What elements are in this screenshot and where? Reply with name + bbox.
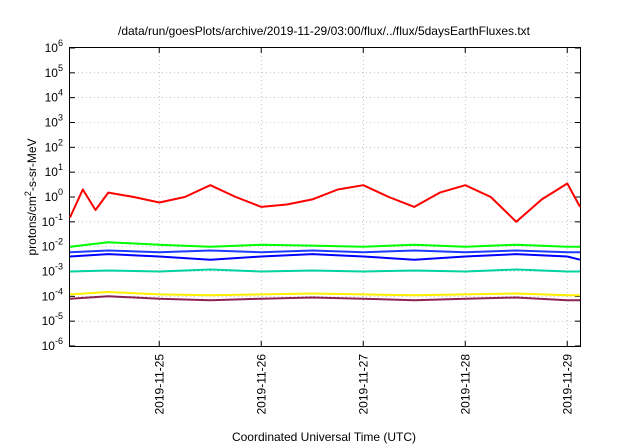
y-tick-exponent: 4 — [58, 88, 63, 98]
y-axis: 10-610-510-410-310-210-11001011021031041… — [42, 38, 580, 353]
series-line — [69, 268, 580, 273]
series-line — [69, 253, 581, 261]
y-tick-label: 106 — [45, 38, 63, 55]
y-tick-exponent: -2 — [55, 237, 63, 247]
y-tick-base: 10 — [42, 289, 56, 303]
y-tick-label: 105 — [45, 63, 63, 80]
y-tick-base: 10 — [42, 215, 56, 229]
y-tick-label: 100 — [45, 187, 63, 204]
y-tick-label: 101 — [45, 162, 63, 179]
y-tick-base: 10 — [42, 265, 56, 279]
y-tick-label: 10-3 — [42, 262, 63, 279]
series-line — [69, 291, 580, 297]
y-tick-label: 10-1 — [42, 212, 63, 229]
y-tick-base: 10 — [42, 314, 56, 328]
series-line — [69, 241, 580, 248]
y-tick-exponent: 6 — [58, 38, 63, 48]
x-axis: 2019-11-25 2019-11-26 2019-11-27 2019-11-28… — [152, 48, 574, 415]
y-axis-label-sup: 2 — [23, 191, 33, 196]
plot-area: 10-610-510-410-310-210-11001011021031041… — [42, 38, 581, 415]
y-tick-label: 104 — [45, 88, 63, 105]
y-tick-base: 10 — [42, 339, 56, 353]
y-tick-label: 10-2 — [42, 237, 63, 254]
x-tick-label: 2019-11-25 — [152, 354, 166, 415]
x-tick-label: 2019-11-29 — [560, 354, 574, 415]
y-tick-base: 10 — [45, 190, 59, 204]
series-group — [69, 182, 581, 302]
y-tick-exponent: 3 — [58, 113, 63, 123]
y-tick-base: 10 — [45, 140, 59, 154]
y-tick-exponent: -6 — [55, 336, 63, 346]
y-axis-label: protons/cm2-s-sr-MeV — [23, 138, 39, 255]
y-tick-base: 10 — [45, 91, 59, 105]
y-tick-exponent: -1 — [55, 212, 63, 222]
y-tick-exponent: -5 — [55, 311, 63, 321]
series-line — [69, 182, 581, 223]
y-tick-base: 10 — [45, 116, 59, 130]
x-tick-label: 2019-11-27 — [356, 354, 370, 415]
y-tick-exponent: 5 — [58, 63, 63, 73]
y-tick-exponent: -3 — [55, 262, 63, 272]
y-tick-exponent: 2 — [58, 137, 63, 147]
x-tick-label: 2019-11-26 — [254, 354, 268, 415]
y-tick-label: 10-6 — [42, 336, 63, 353]
y-tick-exponent: 0 — [58, 187, 63, 197]
x-tick-label: 2019-11-28 — [458, 354, 472, 415]
y-tick-base: 10 — [45, 41, 59, 55]
y-tick-exponent: 1 — [58, 162, 63, 172]
y-tick-label: 10-5 — [42, 311, 63, 328]
series-line — [69, 295, 580, 302]
y-tick-base: 10 — [45, 165, 59, 179]
y-axis-label-pre: protons/cm — [25, 196, 39, 255]
y-tick-base: 10 — [45, 66, 59, 80]
x-axis-label: Coordinated Universal Time (UTC) — [232, 430, 416, 444]
y-tick-label: 103 — [45, 113, 63, 130]
y-tick-exponent: -4 — [55, 286, 63, 296]
y-tick-label: 102 — [45, 137, 63, 154]
plot-frame — [69, 47, 581, 347]
y-tick-base: 10 — [42, 240, 56, 254]
y-tick-label: 10-4 — [42, 286, 63, 303]
y-axis-label-post: -s-sr-MeV — [25, 138, 39, 191]
series-line — [69, 249, 580, 254]
chart-title: /data/run/goesPlots/archive/2019-11-29/0… — [118, 24, 531, 38]
grid — [70, 48, 580, 346]
